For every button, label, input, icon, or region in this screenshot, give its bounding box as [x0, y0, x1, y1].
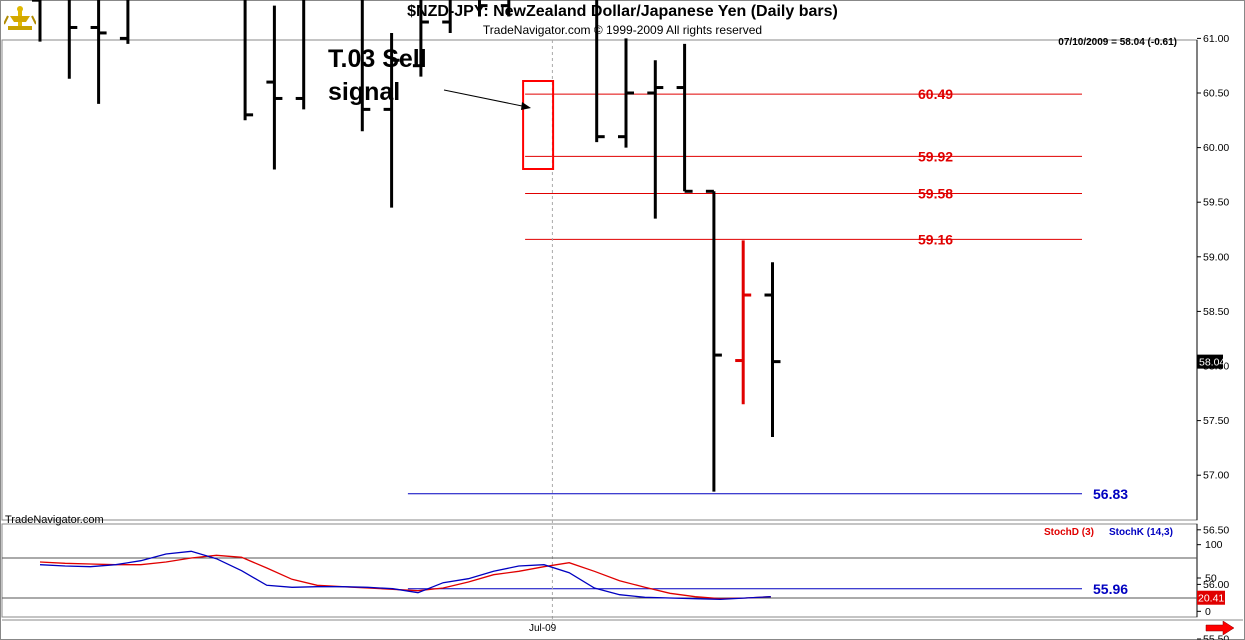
price-bar — [676, 43, 693, 193]
price-tick-label: 58.50 — [1203, 306, 1229, 318]
level-label: 59.16 — [918, 231, 953, 247]
legend-stoch-k: StochK (14,3) — [1109, 527, 1173, 538]
x-tick-label: Jul-09 — [529, 623, 557, 634]
stoch-tick-label: 0 — [1205, 606, 1211, 618]
price-tick-label: 56.50 — [1203, 524, 1229, 536]
stoch-tick-label: 50 — [1205, 573, 1217, 585]
price-bar — [735, 240, 752, 405]
price-bar — [764, 262, 781, 437]
level-label: 56.83 — [1093, 486, 1128, 502]
stoch-d-line — [39, 554, 771, 600]
stoch-last-value-box — [1197, 590, 1225, 605]
legend-stoch-d: StochD (3) — [1044, 527, 1094, 538]
signal-arrow-head-icon — [521, 102, 531, 110]
stochastic-panel: 100 50 020.41 — [1, 523, 1243, 621]
price-bar — [90, 0, 107, 104]
signal-arrow-line — [443, 89, 528, 108]
sell-signal-annotation-line1: T.03 Sell — [328, 45, 427, 73]
price-bar — [500, 0, 511, 17]
price-bar — [383, 32, 400, 208]
price-bar — [32, 0, 42, 42]
signal-highlight-box — [522, 80, 555, 170]
price-bar — [243, 0, 254, 121]
price-bar — [595, 0, 605, 143]
stoch-k-line — [39, 550, 771, 600]
price-tick-label: 60.50 — [1203, 88, 1229, 100]
brand-watermark: TradeNavigator.com — [5, 514, 104, 526]
sell-signal-annotation-line2: signal — [328, 78, 401, 106]
price-bar — [618, 38, 634, 148]
price-tick-label: 57.00 — [1203, 470, 1229, 482]
price-bar — [119, 0, 130, 44]
price-tick-label: 55.50 — [1203, 634, 1229, 640]
price-bar — [266, 5, 283, 170]
price-bar — [360, 0, 371, 132]
last-price-label: 58.04 — [1199, 357, 1225, 369]
stoch-tick-label: 100 — [1205, 539, 1223, 551]
stoch-last-value-label: 20.41 — [1198, 593, 1224, 605]
price-bar — [705, 189, 722, 492]
price-tick-label: 60.00 — [1203, 142, 1229, 154]
level-label: 59.92 — [918, 148, 953, 164]
price-readout: 07/10/2009 = 58.04 (-0.61) — [1058, 37, 1177, 48]
price-bar — [295, 0, 306, 110]
scroll-right-arrow-icon[interactable] — [1205, 621, 1235, 635]
price-tick-label: 56.00 — [1203, 579, 1229, 591]
level-label: 60.49 — [918, 86, 953, 102]
last-price-box — [1197, 354, 1223, 369]
level-label: 59.58 — [918, 185, 953, 201]
price-bar — [412, 0, 429, 77]
trade-navigator-logo-icon — [4, 6, 36, 30]
price-tick-label: 61.00 — [1203, 33, 1229, 45]
price-tick-label: 59.00 — [1203, 251, 1229, 263]
price-bar — [442, 0, 452, 33]
price-bar — [647, 60, 664, 219]
price-bar — [67, 0, 78, 79]
price-tick-label: 57.50 — [1203, 415, 1229, 427]
level-label: 61.40 — [918, 0, 953, 3]
level-label: 55.96 — [1093, 581, 1128, 597]
chart-title: $NZD-JPY: NewZealand Dollar/Japanese Yen… — [407, 3, 838, 20]
price-tick-label: 59.50 — [1203, 197, 1229, 209]
copyright-text: TradeNavigator.com © 1999-2009 All right… — [482, 23, 763, 37]
price-bar — [478, 0, 488, 17]
